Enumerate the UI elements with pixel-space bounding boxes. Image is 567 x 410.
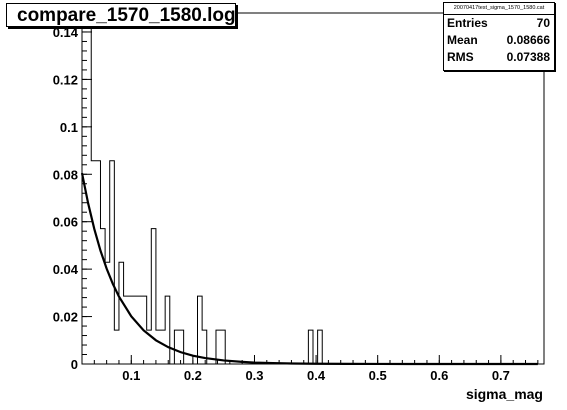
stats-label: Entries: [447, 16, 488, 30]
y-tick-label: 0.1: [60, 120, 78, 135]
stats-value: 0.08666: [506, 33, 550, 47]
x-axis-label: sigma_mag: [466, 386, 543, 402]
y-tick-label: 0.12: [53, 72, 78, 87]
x-tick-label: 0.1: [122, 368, 140, 383]
stats-value: 70: [536, 16, 550, 30]
stats-label: Mean: [447, 33, 478, 47]
y-tick-label: 0: [71, 357, 78, 372]
stats-box: 20070417test_sigma_1570_1580.cat Entries…: [443, 2, 555, 71]
y-tick-label: 0.02: [53, 310, 78, 325]
x-tick-label: 0.2: [184, 368, 202, 383]
x-tick-label: 0.7: [492, 368, 510, 383]
plot-frame: [81, 12, 545, 365]
y-tick-label: 0.14: [53, 25, 79, 40]
chart-title: compare_1570_1580.log: [6, 3, 236, 27]
x-tick-label: 0.4: [307, 368, 326, 383]
stats-row-entries: Entries 70: [444, 15, 554, 32]
y-axis: 0 0.02 0.04 0.06 0.08 0.1 0.12 0.14: [53, 12, 92, 372]
x-tick-label: 0.6: [430, 368, 448, 383]
fit-curve: [80, 172, 538, 366]
y-tick-label: 0.04: [53, 262, 79, 277]
stats-row-rms: RMS 0.07388: [444, 49, 554, 66]
x-tick-label: 0.3: [245, 368, 263, 383]
x-axis: 0.1 0.2 0.3 0.4 0.5 0.6 0.7: [81, 355, 539, 383]
stats-histogram-name: 20070417test_sigma_1570_1580.cat: [444, 3, 554, 15]
stats-label: RMS: [447, 50, 474, 64]
fit-line: [80, 172, 538, 366]
x-tick-label: 0.5: [369, 368, 387, 383]
stats-row-mean: Mean 0.08666: [444, 32, 554, 49]
histogram-outline: [81, 24, 360, 365]
stats-value: 0.07388: [506, 50, 550, 64]
histogram-bins: [81, 24, 360, 365]
y-tick-label: 0.08: [53, 167, 78, 182]
y-tick-label: 0.06: [53, 215, 78, 230]
